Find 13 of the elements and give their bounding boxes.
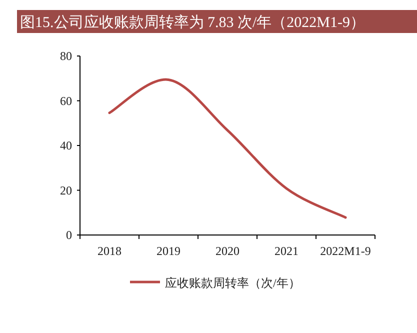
y-tick-label: 40 (60, 138, 72, 152)
x-tick-label: 2022M1-9 (320, 244, 371, 258)
legend-label: 应收账款周转率（次/年） (165, 276, 300, 290)
x-tick-label: 2020 (216, 244, 240, 258)
x-tick-label: 2021 (274, 244, 298, 258)
chart-title: 图15.公司应收账款周转率为 7.83 次/年（2022M1-9） (20, 14, 365, 31)
x-tick-label: 2019 (156, 244, 180, 258)
x-tick-label: 2018 (98, 244, 122, 258)
y-tick-label: 20 (60, 183, 72, 198)
line-series (108, 78, 347, 219)
y-tick-label: 0 (66, 228, 72, 242)
y-tick-label: 80 (60, 49, 72, 63)
y-tick-label: 60 (60, 94, 72, 108)
